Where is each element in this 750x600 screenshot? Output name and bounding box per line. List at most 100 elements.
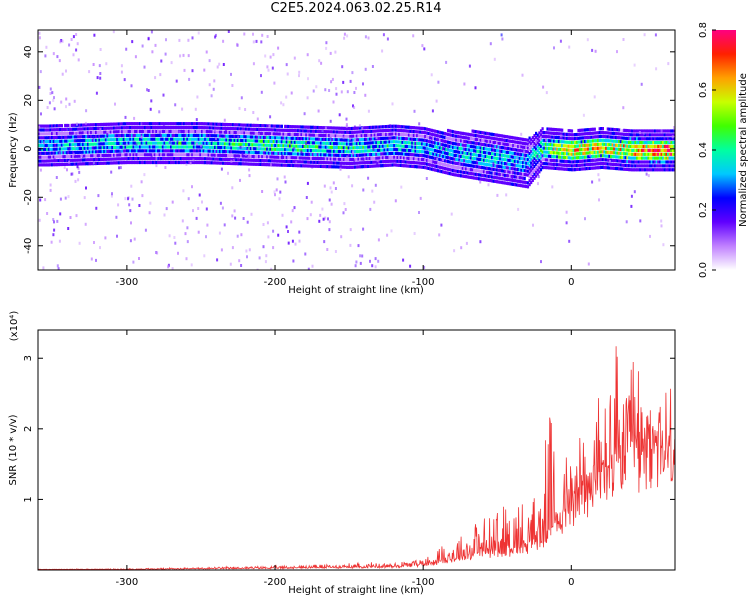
heatmap-cell bbox=[305, 142, 308, 146]
heatmap-cell bbox=[479, 150, 482, 154]
heatmap-cell bbox=[287, 152, 290, 156]
heatmap-cell bbox=[163, 149, 166, 153]
heatmap-cell bbox=[466, 144, 469, 148]
heatmap-cell bbox=[241, 123, 244, 127]
heatmap-cell bbox=[350, 138, 354, 142]
heatmap-cell bbox=[192, 149, 195, 153]
heatmap-cell bbox=[530, 161, 533, 165]
heatmap-cell bbox=[183, 126, 186, 130]
heatmap-cell bbox=[150, 149, 153, 153]
heatmap-cell bbox=[353, 91, 356, 94]
heatmap-cell bbox=[132, 145, 135, 149]
heatmap-cell bbox=[396, 128, 399, 132]
heatmap-cell bbox=[359, 134, 362, 138]
heatmap-cell bbox=[124, 133, 127, 137]
heatmap-cell bbox=[554, 131, 557, 136]
heatmap-cell bbox=[600, 150, 603, 154]
heatmap-cell bbox=[551, 185, 554, 189]
heatmap-cell bbox=[562, 152, 565, 156]
heatmap-cell bbox=[471, 137, 474, 141]
heatmap-cell bbox=[596, 158, 600, 162]
heatmap-cell bbox=[590, 135, 593, 139]
heatmap-cell bbox=[58, 59, 61, 63]
heatmap-cell bbox=[518, 179, 521, 184]
heatmap-cell bbox=[579, 128, 582, 132]
heatmap-cell bbox=[442, 139, 445, 143]
heatmap-cell bbox=[363, 149, 367, 153]
heatmap-cell bbox=[96, 157, 99, 162]
heatmap-cell bbox=[520, 149, 523, 153]
heatmap-cell bbox=[632, 168, 635, 172]
heatmap-cell bbox=[412, 145, 415, 149]
heatmap-cell bbox=[165, 207, 168, 211]
heatmap-cell bbox=[649, 152, 652, 156]
heatmap-cell bbox=[407, 129, 411, 133]
heatmap-cell bbox=[600, 134, 603, 138]
heatmap-cell bbox=[557, 151, 560, 155]
heatmap-cell bbox=[57, 155, 60, 159]
heatmap-cell bbox=[143, 160, 147, 165]
heatmap-cell bbox=[305, 148, 308, 152]
heatmap-cell bbox=[370, 156, 373, 160]
heatmap-cell bbox=[445, 144, 448, 148]
heatmap-cell bbox=[300, 140, 303, 145]
heatmap-cell bbox=[499, 134, 502, 138]
heatmap-cell bbox=[621, 151, 624, 156]
heatmap-cell bbox=[228, 123, 231, 127]
heatmap-cell bbox=[331, 138, 334, 142]
heatmap-cell bbox=[104, 122, 107, 126]
heatmap-cell bbox=[187, 54, 190, 58]
heatmap-cell bbox=[404, 160, 407, 164]
heatmap-cell bbox=[220, 142, 223, 146]
heatmap-cell bbox=[414, 141, 417, 145]
heatmap-cell bbox=[499, 165, 502, 169]
heatmap-cell bbox=[204, 153, 207, 157]
heatmap-cell bbox=[494, 164, 497, 168]
heatmap-cell bbox=[401, 156, 404, 160]
heatmap-cell bbox=[411, 160, 414, 165]
heatmap-cell bbox=[130, 133, 134, 137]
heatmap-cell bbox=[380, 133, 383, 137]
heatmap-cell bbox=[290, 125, 293, 129]
heatmap-cell bbox=[478, 169, 481, 173]
heatmap-cell bbox=[332, 157, 336, 161]
heatmap-cell bbox=[525, 138, 528, 142]
heatmap-cell bbox=[140, 180, 143, 184]
heatmap-cell bbox=[161, 133, 164, 137]
heatmap-cell bbox=[398, 124, 401, 129]
heatmap-cell bbox=[233, 162, 236, 166]
heatmap-cell bbox=[582, 159, 585, 163]
heatmap-cell bbox=[303, 156, 306, 160]
heatmap-cell bbox=[497, 133, 500, 137]
heatmap-cell bbox=[142, 126, 145, 130]
heatmap-cell bbox=[241, 131, 244, 135]
heatmap-cell bbox=[513, 148, 516, 152]
heatmap-cell bbox=[512, 182, 515, 186]
heatmap-cell bbox=[582, 140, 585, 144]
heatmap-cell bbox=[613, 166, 616, 170]
heatmap-cell bbox=[440, 158, 443, 162]
heatmap-cell bbox=[632, 164, 635, 168]
heatmap-cell bbox=[130, 122, 134, 126]
heatmap-cell bbox=[366, 157, 369, 161]
heatmap-cell bbox=[546, 162, 549, 166]
heatmap-cell bbox=[90, 162, 93, 166]
heatmap-cell bbox=[104, 142, 107, 146]
heatmap-cell bbox=[520, 160, 523, 164]
heatmap-cell bbox=[606, 158, 609, 162]
heatmap-cell bbox=[510, 155, 513, 159]
heatmap-cell bbox=[106, 133, 109, 137]
heatmap-cell bbox=[41, 136, 44, 140]
heatmap-cell bbox=[332, 130, 336, 134]
heatmap-cell bbox=[671, 135, 674, 139]
heatmap-cell bbox=[671, 152, 675, 156]
heatmap-cell bbox=[652, 160, 655, 164]
heatmap-cell bbox=[183, 145, 186, 149]
heatmap-cell bbox=[150, 99, 153, 103]
heatmap-cell bbox=[134, 157, 137, 161]
heatmap-cell bbox=[658, 156, 662, 160]
heatmap-cell bbox=[456, 165, 459, 170]
heatmap-cell bbox=[360, 157, 363, 161]
heatmap-cell bbox=[535, 151, 538, 155]
heatmap-cell bbox=[51, 132, 54, 136]
